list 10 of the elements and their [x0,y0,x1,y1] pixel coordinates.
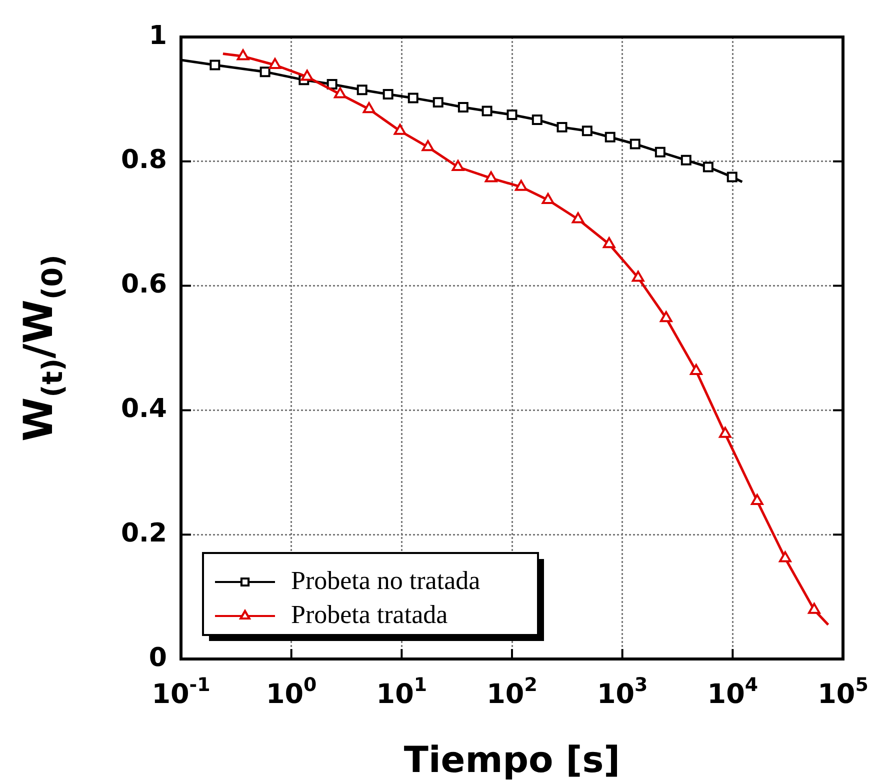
x-axis-title: Tiempo [s] [404,740,620,781]
y-tick-label: 0.8 [120,145,167,176]
y-tick-label: 0.6 [120,270,167,300]
legend-label: Probeta tratada [291,600,448,629]
legend-label: Probeta no tratada [291,566,481,595]
y-axis-title: W(t)/W(0) [16,254,69,442]
y-tick-label: 0.4 [120,394,167,424]
y-tick-label: 0.2 [120,518,167,548]
y-tick-label: 1 [148,20,167,51]
y-tick-label: 0 [148,642,167,673]
